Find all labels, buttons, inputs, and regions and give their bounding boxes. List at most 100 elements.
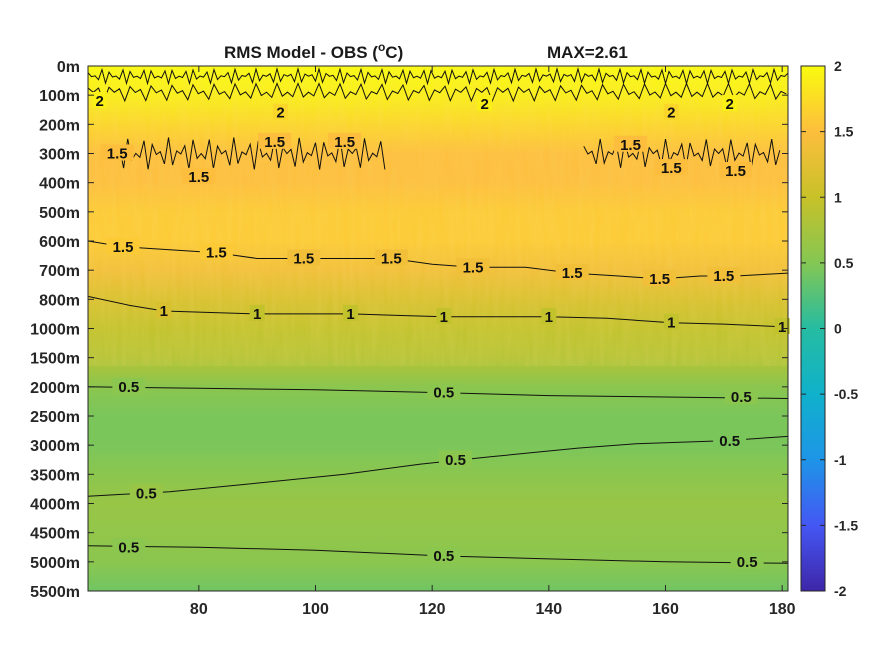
contour-label-bg (774, 318, 790, 335)
contour-label-bg (663, 103, 679, 120)
contour-label: 1 (346, 306, 354, 323)
contour-label: 0.5 (737, 554, 758, 571)
y-tick-label: 4000m (30, 497, 80, 514)
contour-label: 0.5 (719, 433, 740, 450)
colorbar-tick-label: -1 (834, 452, 847, 468)
contour-label: 1 (440, 309, 448, 326)
contour-label-bg (100, 144, 134, 161)
colorbar-tick-label: -1.5 (834, 517, 858, 533)
contour-label: 0.5 (445, 452, 466, 469)
contour-label-bg (199, 243, 233, 260)
y-tick-label: 1000m (30, 322, 80, 339)
contour-label: 1.5 (463, 259, 484, 276)
contour-label-bg (374, 249, 408, 266)
contour-label-bg (477, 94, 493, 111)
contour-label-bg (427, 383, 461, 400)
contour-label-bg (129, 484, 163, 501)
contour-label-bg (427, 547, 461, 563)
contour-label: 0.5 (136, 485, 157, 502)
colorbar-tick-label: 1.5 (834, 124, 854, 140)
chart-title-superscript: o (378, 40, 385, 54)
contour-label: 1.5 (334, 134, 355, 151)
contour-label: 1 (253, 306, 261, 323)
contour-label: 1.5 (264, 134, 285, 151)
x-tick-label: 80 (190, 601, 208, 618)
heatmap-field (88, 66, 788, 591)
contour-label-bg (555, 264, 589, 281)
contour-label-bg (722, 94, 738, 111)
contour-line-2 (87, 66, 789, 86)
colorbar: 2 1.5 1 0.5 0 -0.5 -1 -1.5 -2 (800, 58, 858, 599)
contour-label-bg (713, 431, 747, 448)
contour-label: 0.5 (731, 389, 752, 406)
title-group: RMS Model - OBS (oC) MAX=2.61 (224, 40, 628, 62)
y-tick-label: 100m (39, 88, 80, 105)
contour-label: 0.5 (433, 548, 454, 565)
contour-label-bg (456, 258, 490, 275)
x-tick-label: 160 (652, 601, 679, 618)
contour-label-bg (182, 167, 216, 184)
contour-label-bg (730, 552, 764, 569)
y-tick-label: 1500m (30, 351, 80, 368)
y-tick-label: 300m (39, 147, 80, 164)
x-axis: 80 100 120 140 160 180 (190, 66, 796, 618)
y-tick-label: 800m (39, 292, 80, 309)
contour-label-bg (643, 269, 677, 286)
chart-title-end: C) (385, 43, 403, 62)
y-tick-label: 5500m (30, 584, 80, 601)
contour-label: 1 (778, 319, 786, 336)
contour-label-bg (92, 92, 108, 108)
contour-label: 1.5 (381, 251, 402, 268)
contour-label-bg (287, 249, 321, 266)
contour-label: 1.5 (206, 245, 227, 262)
contour-labels: 2 2 2 2 2 1.5 1.5 1.5 1.5 1.5 1.5 1.5 1.5 1.5 1.5 1.5 1.… (92, 92, 790, 571)
colorbar-tick-label: -2 (834, 583, 847, 599)
contour-label-bg (112, 538, 146, 555)
y-axis: 0m 100m 200m 300m 400m 500m 600m 700m 800m 1000m 1… (30, 59, 788, 601)
x-tick-label: 180 (769, 601, 796, 618)
contour-label-bg (328, 132, 362, 149)
contour-label: 1 (667, 315, 675, 332)
contour-label: 2 (95, 93, 103, 110)
colorbar-tick-label: -0.5 (834, 386, 858, 402)
contour-label-bg (663, 313, 679, 330)
y-tick-label: 3000m (30, 438, 80, 455)
y-tick-label: 2500m (30, 409, 80, 426)
y-tick-label: 2000m (30, 380, 80, 397)
y-tick-label: 500m (39, 205, 80, 222)
contour-label: 1.5 (188, 169, 209, 186)
contour-label-bg (343, 304, 358, 321)
contour-label: 1.5 (661, 160, 682, 177)
contour-label: 1.5 (649, 271, 670, 288)
contour-label-bg (106, 237, 140, 254)
chart-title-main: RMS Model - OBS ( (224, 43, 378, 62)
contour-label-bg (436, 307, 452, 324)
contour-label-bg (614, 135, 647, 152)
y-tick-label: 3500m (30, 467, 80, 484)
contour-line-2 (87, 82, 787, 103)
contour-label-bg (439, 450, 472, 467)
y-tick-label: 5000m (30, 555, 80, 572)
contour-label: 1.5 (620, 137, 641, 154)
contour-label: 1.5 (713, 268, 734, 285)
contour-label: 1 (545, 309, 553, 326)
contour-label: 1.5 (107, 146, 128, 163)
contour-label-bg (112, 377, 146, 394)
x-tick-label: 140 (535, 601, 562, 618)
contour-label-bg (258, 132, 292, 149)
contour-label: 1.5 (725, 163, 746, 180)
y-tick-label: 200m (39, 117, 80, 134)
x-tick-label: 100 (302, 601, 329, 618)
contour-label: 2 (276, 105, 284, 122)
colorbar-tick-label: 0 (834, 321, 842, 337)
contour-label-bg (707, 267, 741, 283)
contour-label-bg (719, 162, 752, 178)
y-tick-label: 4500m (30, 526, 80, 543)
contour-label-bg (156, 302, 172, 318)
contour-label: 2 (667, 105, 675, 122)
contour-label: 1.5 (562, 265, 583, 282)
y-tick-label: 0m (57, 59, 80, 76)
y-tick-label: 600m (39, 234, 80, 251)
contour-label: 1.5 (113, 239, 134, 256)
colorbar-tick-label: 0.5 (834, 255, 854, 271)
